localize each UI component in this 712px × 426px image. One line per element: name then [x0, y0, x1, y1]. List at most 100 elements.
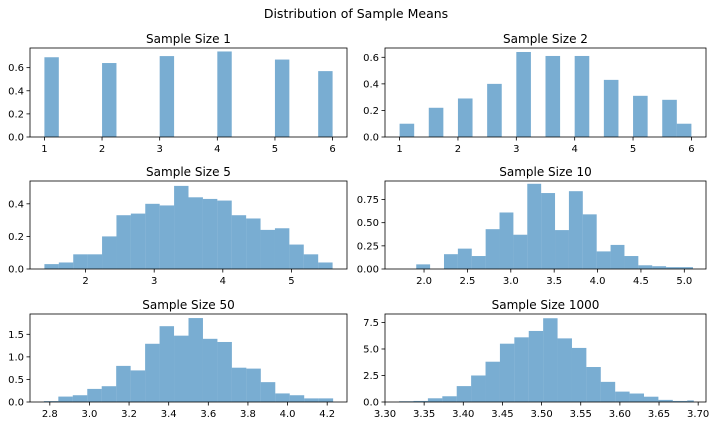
histogram-bar [44, 264, 59, 269]
histogram-bar [428, 107, 444, 137]
histogram-bar [471, 375, 486, 402]
histogram-bar [130, 213, 146, 269]
x-tick-label: 1 [41, 144, 47, 155]
subplot-title: Sample Size 1 [146, 32, 231, 46]
histogram-bar [499, 212, 514, 269]
axes-frame [384, 180, 707, 270]
x-tick-label: 2.0 [416, 276, 432, 287]
histogram-bar [101, 386, 117, 402]
histogram-bar [514, 337, 529, 402]
histogram-bar [399, 123, 415, 137]
x-tick-label: 3.6 [200, 409, 216, 420]
x-tick-label: 4.5 [633, 276, 649, 287]
subplot-3: Sample Size 5 2 3 4 5 0.0 0.2 0.4 [8, 165, 348, 287]
y-tick-label: 0.4 [363, 79, 379, 90]
x-tick-label: 4 [571, 144, 577, 155]
histogram-bar [73, 254, 88, 269]
histogram-bar [274, 59, 290, 138]
x-tick-label: 4.0 [280, 409, 296, 420]
histogram-bar [87, 254, 103, 269]
histogram-bar [58, 396, 73, 402]
axes-frame [384, 47, 707, 138]
x-tick-label: 3.60 [609, 409, 631, 420]
histogram-bar [516, 51, 531, 137]
histogram-bar [666, 267, 680, 269]
histogram-bar [43, 401, 59, 402]
histogram-bar [159, 56, 175, 138]
histogram-bar [513, 234, 528, 269]
histogram-bar [457, 98, 473, 137]
histogram-bar [188, 318, 203, 402]
histogram-bar [145, 203, 160, 269]
histogram-bar [274, 228, 290, 269]
y-tick-label: 0.6 [363, 53, 379, 64]
subplot-6: Sample Size 1000 3.30 3.35 3.40 3.45 3.50 3.55… [363, 298, 709, 420]
histogram-bar [586, 367, 601, 402]
histogram-bar [174, 335, 189, 402]
y-tick-label: 0.0 [363, 398, 379, 409]
histogram-bar [289, 244, 304, 269]
y-tick-label: 1.5 [8, 330, 24, 341]
x-tick-label: 1 [396, 144, 402, 155]
histogram-bar [676, 123, 692, 137]
y-tick-label: 0.2 [363, 106, 379, 117]
histogram-bar [687, 400, 694, 402]
histogram-bar [202, 338, 218, 402]
x-tick-label: 3.8 [240, 409, 256, 420]
histogram-bar [499, 343, 515, 402]
subplot-5: Sample Size 50 2.8 3.0 3.2 3.4 3.6 3.8 4.0 4.2 0.… [8, 298, 348, 420]
histogram-bar [246, 368, 261, 402]
y-tick-label: 0.4 [8, 86, 24, 97]
x-tick-label: 6 [688, 144, 694, 155]
x-tick-label: 2.5 [459, 276, 475, 287]
x-tick-label: 3.40 [452, 409, 474, 420]
x-tick-label: 2 [455, 144, 461, 155]
x-tick-label: 5 [272, 144, 278, 155]
x-tick-label: 3.0 [81, 409, 97, 420]
histogram-bar [231, 367, 247, 402]
histogram-bar [416, 264, 431, 269]
histogram-bar [603, 79, 619, 137]
histogram-bar [528, 330, 544, 402]
x-tick-label: 5 [288, 276, 294, 287]
histogram-bar [116, 215, 131, 269]
x-tick-label: 3.0 [503, 276, 519, 287]
y-tick-label: 1.0 [8, 352, 24, 363]
y-tick-label: 2.5 [363, 371, 379, 382]
x-tick-label: 3 [156, 144, 162, 155]
histogram-bar [87, 388, 102, 402]
y-tick-label: 0.50 [357, 218, 379, 229]
subplot-title: Sample Size 50 [142, 298, 235, 312]
histogram-bar [188, 197, 203, 269]
subplot-2: Sample Size 2 1 2 3 4 5 6 0.0 0.2 0.4 0.6 [363, 32, 707, 155]
axes-frame [29, 180, 348, 270]
histogram-bar [652, 266, 667, 269]
x-tick-label: 3.45 [491, 409, 513, 420]
x-tick-label: 6 [329, 144, 335, 155]
subplot-title: Sample Size 10 [499, 165, 592, 179]
histogram-bar [672, 400, 688, 402]
histogram-bar [557, 338, 572, 402]
histogram-bar [318, 398, 334, 402]
histogram-bar [633, 95, 648, 137]
histogram-bar [457, 248, 472, 269]
subplot-title: Sample Size 5 [146, 165, 231, 179]
histogram-bar [58, 262, 74, 269]
histogram-bar [318, 262, 333, 269]
x-tick-label: 4 [214, 144, 220, 155]
histogram-bar [545, 55, 561, 137]
x-tick-label: 3.4 [161, 409, 177, 420]
histogram-bar [413, 400, 428, 402]
histogram-bar [643, 396, 659, 402]
axes-frame [29, 47, 348, 138]
histogram-bar [487, 83, 502, 137]
x-tick-label: 4 [220, 276, 226, 287]
histogram-bar [485, 361, 500, 402]
y-tick-label: 0.4 [8, 199, 24, 210]
histogram-bar [600, 381, 616, 402]
histogram-bar [443, 254, 458, 269]
histogram-bar [471, 256, 486, 269]
x-tick-label: 4.0 [590, 276, 606, 287]
y-tick-label: 0.6 [8, 63, 24, 74]
